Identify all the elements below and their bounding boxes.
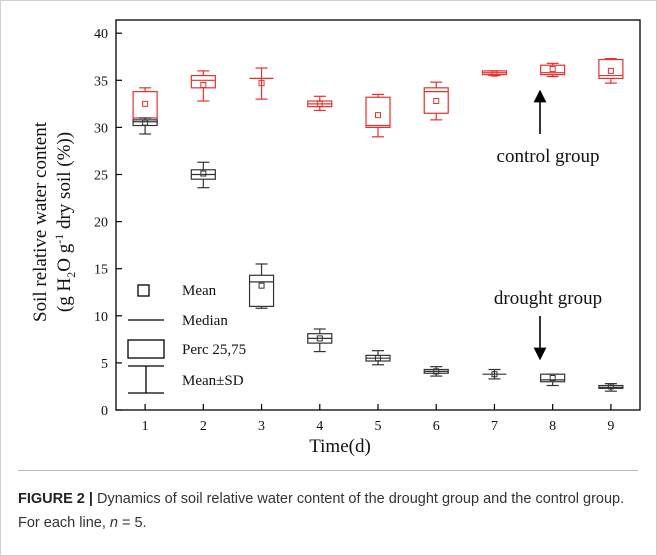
box: [132, 119, 158, 127]
mean: [491, 371, 498, 378]
mean: [375, 112, 381, 119]
mean: [258, 282, 265, 289]
annotation-control: control group: [497, 146, 600, 167]
unit-sup: -1: [52, 234, 66, 244]
y-tick-label: 0: [101, 404, 108, 419]
mean: [607, 383, 614, 390]
box: [190, 74, 216, 89]
x-tick-label: 1: [142, 419, 149, 434]
legend-label: Mean±SD: [182, 373, 244, 389]
unit-part: (g H: [54, 277, 75, 312]
y-axis-label: Soil relative water content (g H2O g-1 d…: [30, 121, 78, 322]
mean: [549, 65, 556, 72]
mean: [549, 374, 556, 381]
box: [540, 373, 566, 383]
x-tick-label: 7: [491, 419, 498, 434]
y-tick-label: 25: [94, 168, 108, 183]
legend-box-icon: [127, 339, 165, 359]
caption-label: FIGURE 2 |: [18, 491, 93, 507]
x-tick-label: 3: [258, 419, 265, 434]
mean: [142, 100, 149, 107]
x-tick-label: 9: [607, 419, 614, 434]
annotation-drought: drought group: [494, 288, 602, 309]
mean: [607, 67, 614, 74]
x-tick-label: 8: [549, 419, 556, 434]
legend-label: Perc 25,75: [182, 342, 246, 358]
caption-n: n: [109, 515, 118, 531]
y-tick-label: 35: [94, 74, 108, 89]
legend-mean-icon: [137, 284, 150, 297]
y-tick-label: 5: [101, 357, 108, 372]
x-tick-label: 2: [200, 419, 207, 434]
box: [248, 274, 275, 307]
legend-label: Mean: [182, 283, 217, 299]
y-tick-label: 10: [94, 310, 108, 325]
y-label-line2: (g H2O g-1 dry soil (%)): [52, 132, 78, 312]
mean: [433, 368, 440, 375]
separator: [18, 470, 638, 471]
mean: [258, 80, 265, 87]
x-tick-label: 6: [433, 419, 440, 434]
y-label-line1: Soil relative water content: [30, 121, 51, 322]
legend-label: Median: [182, 313, 228, 329]
mean: [375, 355, 381, 362]
y-tick-label: 40: [94, 27, 108, 42]
x-tick-label: 4: [316, 419, 323, 434]
x-tick-label: 5: [375, 419, 382, 434]
mean: [142, 119, 149, 126]
y-tick-label: 30: [94, 121, 108, 136]
mean: [200, 82, 207, 88]
y-tick-label: 15: [94, 263, 108, 278]
unit-sub: 2: [64, 272, 78, 278]
mean: [316, 100, 323, 107]
mean: [491, 70, 498, 77]
x-axis-label: Time(d): [309, 436, 371, 457]
caption-tail: = 5.: [117, 515, 147, 531]
mean: [433, 98, 440, 105]
legend-sd-icon: [128, 365, 164, 394]
box: [365, 96, 391, 128]
y-tick-label: 20: [94, 216, 108, 231]
box: [540, 64, 566, 76]
legend: Mean Median Perc 25,75 Mean±SD: [127, 283, 246, 394]
box: [598, 58, 624, 80]
caption: FIGURE 2 | Dynamics of soil relative wat…: [18, 487, 638, 535]
mean: [316, 335, 323, 342]
unit-part: dry soil (%)): [54, 132, 75, 234]
caption-text: Dynamics of soil relative water content …: [18, 491, 625, 531]
unit-part: O g: [54, 243, 75, 271]
mean: [200, 170, 207, 177]
chart: control group drought group Time(d) Soil…: [30, 19, 641, 457]
